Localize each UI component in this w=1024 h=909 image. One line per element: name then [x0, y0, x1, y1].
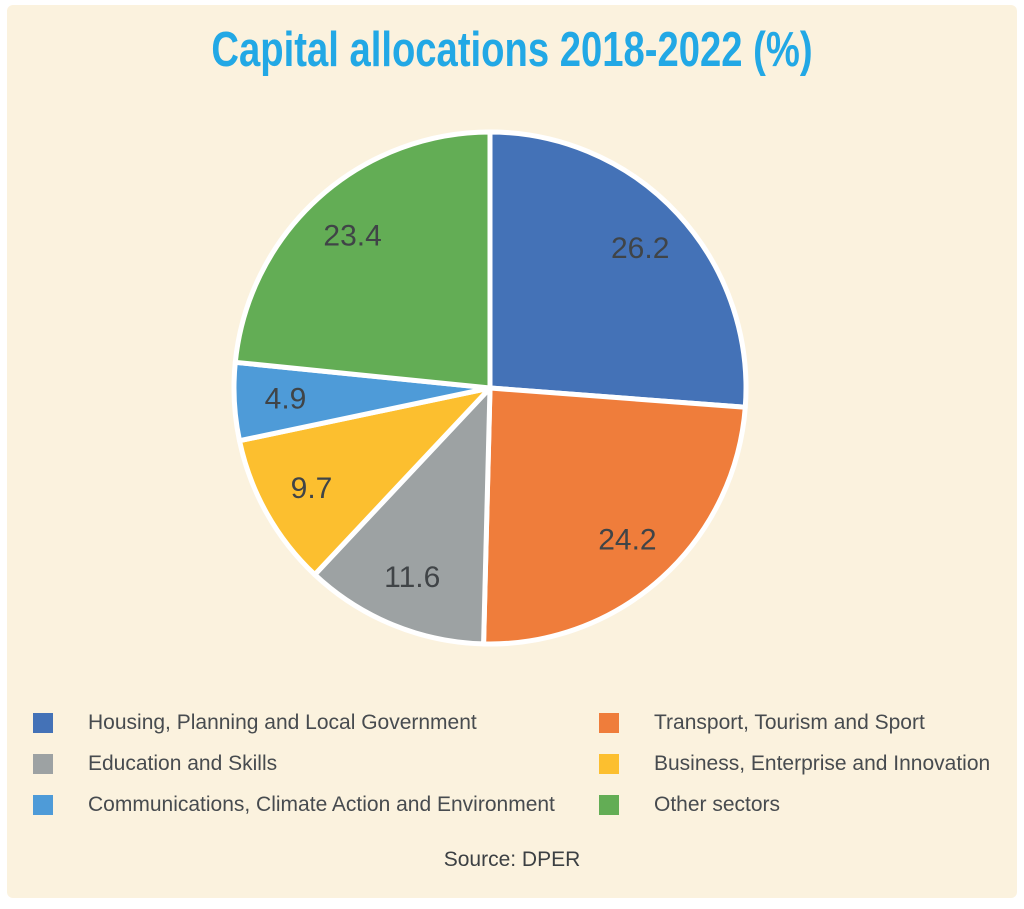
legend-swatch	[599, 794, 619, 815]
legend-item-transport: Transport, Tourism and Sport	[599, 702, 990, 743]
legend-item-education: Education and Skills	[33, 743, 555, 784]
pie-slice-3	[236, 385, 493, 578]
legend-item-communications: Communications, Climate Action and Envir…	[33, 784, 555, 825]
pie-slice-2	[312, 385, 493, 647]
slice-value-label-0: 26.2	[611, 232, 669, 265]
legend-item-other-sectors: Other sectors	[599, 784, 990, 825]
pie-slice-1	[481, 385, 748, 647]
pie-slice-5	[232, 129, 493, 391]
legend-column-right: Transport, Tourism and Sport Business, E…	[599, 702, 990, 825]
legend-label: Business, Enterprise and Innovation	[654, 751, 991, 775]
pie-slice-0	[487, 129, 749, 410]
legend-label: Communications, Climate Action and Envir…	[88, 792, 555, 816]
legend-label: Housing, Planning and Local Government	[88, 710, 477, 734]
source-note: Source: DPER	[443, 848, 581, 871]
slice-value-label-2: 11.6	[384, 561, 440, 594]
legend-column-left: Housing, Planning and Local Government E…	[33, 702, 555, 825]
legend-swatch	[33, 753, 53, 774]
slice-value-label-3: 9.7	[291, 472, 333, 505]
slice-value-label-1: 24.2	[598, 523, 656, 556]
legend-swatch	[599, 712, 619, 733]
legend-label: Transport, Tourism and Sport	[654, 710, 925, 734]
legend-item-housing: Housing, Planning and Local Government	[33, 702, 555, 743]
legend-swatch	[599, 753, 619, 774]
legend-label: Other sectors	[654, 792, 781, 816]
legend-label: Education and Skills	[88, 751, 278, 775]
slice-value-label-4: 4.9	[265, 382, 307, 415]
legend-swatch	[33, 794, 53, 815]
legend-item-business: Business, Enterprise and Innovation	[599, 743, 990, 784]
slice-value-label-5: 23.4	[323, 220, 381, 253]
legend-swatch	[33, 712, 53, 733]
chart-title: Capital allocations 2018-2022 (%)	[211, 23, 813, 77]
